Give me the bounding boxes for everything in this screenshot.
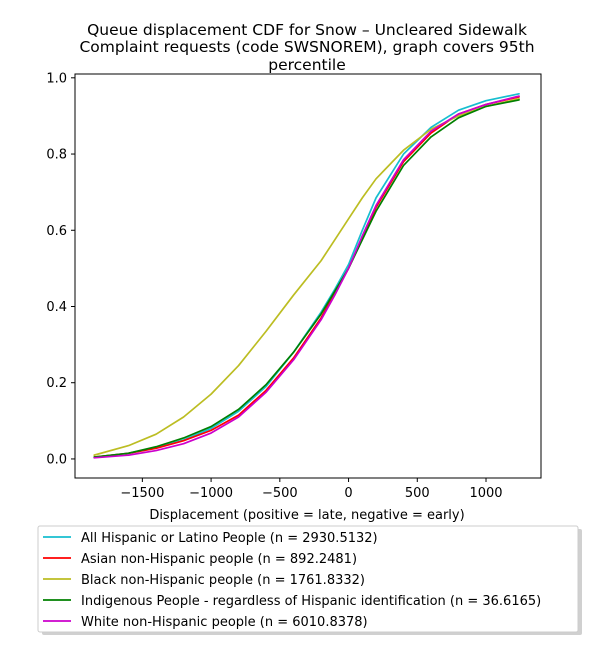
x-tick-label: 1000: [469, 486, 502, 501]
y-tick-label: 1.0: [46, 71, 67, 86]
y-tick-label: 0.2: [46, 376, 67, 391]
x-tick-label: −1500: [120, 486, 164, 501]
legend-item: Black non-Hispanic people (n = 1761.8332…: [43, 573, 365, 588]
x-tick-label: −500: [262, 486, 298, 501]
chart-title-line-3: percentile: [268, 56, 346, 74]
series-line-4: [93, 99, 520, 458]
x-axis-label: Displacement (positive = late, negative …: [149, 508, 464, 523]
chart-title-line-2: Complaint requests (code SWSNOREM), grap…: [79, 38, 534, 56]
legend-label: Asian non-Hispanic people (n = 892.2481): [81, 552, 357, 567]
chart-title: Queue displacement CDF for Snow – Unclea…: [79, 21, 534, 74]
y-tick-label: 0.4: [46, 300, 67, 315]
axes-frame: [74, 73, 542, 479]
legend-item: Indigenous People - regardless of Hispan…: [43, 594, 541, 609]
series-line-2: [93, 96, 520, 458]
legend-label: Black non-Hispanic people (n = 1761.8332…: [81, 573, 365, 588]
series-line-3: [93, 97, 520, 456]
chart-title-line-1: Queue displacement CDF for Snow – Unclea…: [87, 21, 527, 39]
legend-label: Indigenous People - regardless of Hispan…: [81, 594, 541, 609]
legend-item: Asian non-Hispanic people (n = 892.2481): [43, 552, 357, 567]
series-line-5: [93, 95, 520, 459]
legend-label: White non-Hispanic people (n = 6010.8378…: [81, 615, 368, 630]
plot-area: −1500 −1000 −500 0 500 1000 0.0 0.2 0.4 0.6 0.8 1.0: [46, 71, 542, 501]
x-tick-label: 0: [344, 486, 352, 501]
x-tick-label: 500: [405, 486, 430, 501]
legend-box: [37, 525, 579, 633]
legend-item: All Hispanic or Latino People (n = 2930.…: [43, 531, 378, 546]
legend-item: White non-Hispanic people (n = 6010.8378…: [43, 615, 368, 630]
legend-label: All Hispanic or Latino People (n = 2930.…: [81, 531, 378, 546]
y-tick-label: 0.0: [46, 452, 67, 467]
y-tick-label: 0.6: [46, 224, 67, 239]
legend: All Hispanic or Latino People (n = 2930.…: [37, 525, 582, 635]
series-line-1: [93, 92, 520, 458]
y-tick-label: 0.8: [46, 148, 67, 163]
x-tick-label: −1000: [189, 486, 233, 501]
